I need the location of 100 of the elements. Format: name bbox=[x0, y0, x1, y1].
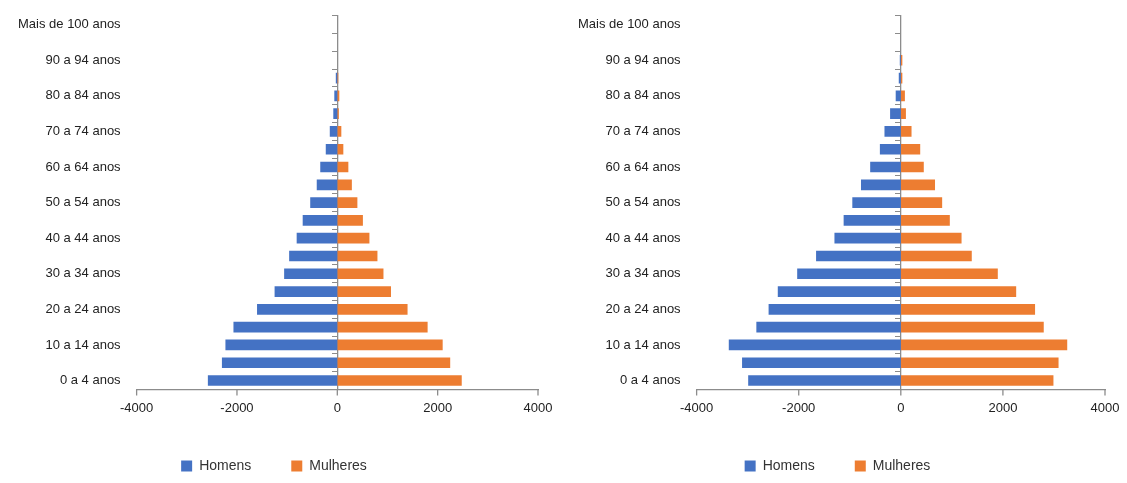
y-tick-label: Mais de 100 anos bbox=[18, 16, 122, 32]
bar bbox=[337, 126, 342, 137]
bar bbox=[337, 179, 352, 191]
y-tick-label: 90 a 94 anos bbox=[605, 51, 682, 67]
y-tick-label: 20 a 24 anos bbox=[605, 300, 682, 316]
bar bbox=[900, 161, 924, 173]
y-tick-label: 40 a 44 anos bbox=[605, 229, 682, 245]
bar bbox=[756, 321, 901, 333]
y-tick-label: 0 a 4 anos bbox=[619, 372, 682, 388]
bar bbox=[257, 304, 338, 315]
x-tick-label: -4000 bbox=[680, 399, 714, 415]
bar bbox=[900, 357, 1059, 369]
y-tick-label: Mais de 100 anos bbox=[578, 16, 682, 32]
bar bbox=[797, 268, 901, 280]
bar bbox=[225, 339, 338, 351]
y-tick-label: 0 a 4 anos bbox=[59, 372, 122, 388]
y-tick-label: 30 a 34 anos bbox=[605, 265, 682, 281]
bar bbox=[900, 232, 962, 244]
legend-label: Homens bbox=[199, 456, 252, 473]
bar bbox=[337, 375, 462, 386]
bar bbox=[900, 321, 1044, 333]
bar bbox=[748, 375, 901, 386]
x-tick-label: -2000 bbox=[782, 399, 816, 415]
legend-label: Homens bbox=[762, 456, 815, 473]
bar bbox=[870, 161, 901, 173]
bar bbox=[233, 321, 338, 333]
bar bbox=[221, 357, 338, 369]
bar bbox=[900, 126, 912, 137]
bar bbox=[337, 215, 363, 226]
x-tick-label: 2000 bbox=[423, 399, 453, 415]
bar bbox=[900, 197, 943, 208]
x-tick-label: 4000 bbox=[523, 399, 553, 415]
bar bbox=[337, 304, 408, 315]
bar bbox=[900, 304, 1036, 315]
x-tick-label: -2000 bbox=[220, 399, 254, 415]
bar bbox=[742, 357, 901, 369]
bar bbox=[900, 90, 905, 102]
bar bbox=[900, 286, 1017, 297]
bar bbox=[337, 143, 344, 155]
bar bbox=[900, 250, 972, 262]
y-tick-label: 10 a 14 anos bbox=[605, 336, 682, 352]
y-tick-label: 10 a 14 anos bbox=[45, 336, 122, 352]
bar bbox=[337, 286, 391, 297]
y-tick-label: 30 a 34 anos bbox=[45, 265, 122, 281]
bar bbox=[329, 126, 338, 137]
bar bbox=[325, 143, 338, 155]
bar bbox=[900, 108, 906, 119]
bar bbox=[860, 179, 901, 191]
bar bbox=[337, 232, 370, 244]
bar bbox=[728, 339, 901, 351]
legend-label: Mulheres bbox=[309, 456, 367, 473]
x-tick-label: 4000 bbox=[1090, 399, 1120, 415]
bar bbox=[900, 268, 998, 280]
bar bbox=[900, 339, 1068, 351]
bar bbox=[333, 108, 338, 119]
bar bbox=[274, 286, 338, 297]
bar bbox=[900, 215, 950, 226]
bar bbox=[337, 339, 443, 351]
bar bbox=[207, 375, 338, 386]
bar bbox=[302, 215, 338, 226]
y-tick-label: 90 a 94 anos bbox=[45, 51, 122, 67]
x-tick-label: 2000 bbox=[988, 399, 1018, 415]
legend-label: Mulheres bbox=[872, 456, 931, 473]
bar bbox=[816, 250, 901, 262]
bar bbox=[777, 286, 901, 297]
y-tick-label: 40 a 44 anos bbox=[45, 229, 122, 245]
y-tick-label: 70 a 74 anos bbox=[45, 123, 122, 139]
bar bbox=[852, 197, 901, 208]
bar bbox=[900, 375, 1054, 386]
bar bbox=[843, 215, 901, 226]
y-tick-label: 70 a 74 anos bbox=[605, 123, 682, 139]
x-tick-label: -4000 bbox=[120, 399, 154, 415]
bar bbox=[895, 90, 901, 102]
bar bbox=[289, 250, 338, 262]
bar bbox=[284, 268, 338, 280]
bar bbox=[296, 232, 338, 244]
y-tick-label: 80 a 84 anos bbox=[45, 87, 122, 103]
bar bbox=[337, 197, 358, 208]
y-tick-label: 50 a 54 anos bbox=[605, 194, 682, 210]
bar bbox=[337, 250, 378, 262]
bar bbox=[768, 304, 901, 315]
x-tick-label: 0 bbox=[897, 399, 905, 415]
bar bbox=[900, 143, 921, 155]
y-tick-label: 80 a 84 anos bbox=[605, 87, 682, 103]
bar bbox=[337, 268, 384, 280]
y-tick-label: 60 a 64 anos bbox=[45, 158, 122, 174]
bar bbox=[320, 161, 338, 173]
bar bbox=[337, 161, 349, 173]
bar bbox=[337, 321, 428, 333]
bar bbox=[900, 179, 936, 191]
bar bbox=[890, 108, 901, 119]
x-tick-label: 0 bbox=[333, 399, 341, 415]
y-tick-label: 20 a 24 anos bbox=[45, 300, 122, 316]
bar bbox=[879, 143, 901, 155]
bar bbox=[834, 232, 901, 244]
bar bbox=[884, 126, 901, 137]
y-tick-label: 50 a 54 anos bbox=[45, 194, 122, 210]
bar bbox=[337, 357, 451, 369]
y-tick-label: 60 a 64 anos bbox=[605, 158, 682, 174]
bar bbox=[310, 197, 338, 208]
